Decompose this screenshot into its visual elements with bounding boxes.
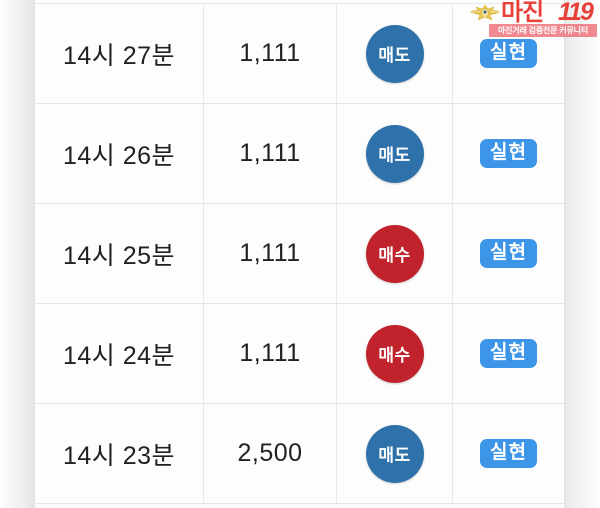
cell-amount: 2,500 bbox=[204, 404, 337, 503]
status-badge: 실현 bbox=[480, 338, 537, 369]
cell-side: 매도 bbox=[337, 404, 453, 503]
cell-time: 14시 27분 bbox=[35, 4, 204, 103]
amount-value: 1,111 bbox=[239, 339, 301, 367]
time-value: 14시 23분 bbox=[62, 441, 176, 470]
status-badge: 실현 bbox=[480, 438, 537, 469]
time-value: 14시 27분 bbox=[62, 41, 176, 70]
status-badge: 실현 bbox=[480, 238, 537, 269]
cell-status: 실현 bbox=[453, 104, 564, 203]
cell-status: 실현 bbox=[453, 4, 564, 103]
time-value: 14시 24분 bbox=[62, 341, 176, 370]
status-badge: 실현 bbox=[480, 138, 537, 169]
table-row[interactable]: 14시 26분 1,111 매도 실현 bbox=[35, 104, 564, 204]
side-badge-sell: 매도 bbox=[365, 24, 424, 83]
cell-amount: 1,111 bbox=[204, 204, 337, 303]
amount-value: 1,111 bbox=[239, 39, 301, 67]
cell-amount: 1,111 bbox=[204, 104, 337, 203]
cell-status: 실현 bbox=[453, 204, 564, 303]
cell-status: 실현 bbox=[453, 404, 564, 503]
table-row-partial-top bbox=[35, 0, 564, 4]
time-value: 14시 25분 bbox=[62, 241, 176, 270]
side-badge-buy: 매수 bbox=[365, 324, 424, 383]
amount-value: 1,111 bbox=[239, 139, 301, 167]
cell-side: 매수 bbox=[337, 204, 453, 303]
side-badge-sell: 매도 bbox=[365, 124, 424, 183]
table-row[interactable]: 14시 24분 1,111 매수 실현 bbox=[35, 304, 564, 404]
cell-side: 매도 bbox=[337, 4, 453, 103]
cell-status: 실현 bbox=[453, 304, 564, 403]
cell-amount: 1,111 bbox=[204, 304, 337, 403]
cell-time: 14시 23분 bbox=[35, 404, 204, 503]
trade-history-table: 14시 27분 1,111 매도 실현 14시 26분 1,111 매도 bbox=[34, 0, 565, 508]
time-value: 14시 26분 bbox=[62, 141, 176, 170]
amount-value: 2,500 bbox=[237, 439, 303, 467]
cell-time: 14시 25분 bbox=[35, 204, 204, 303]
side-badge-buy: 매수 bbox=[365, 224, 424, 283]
page-gutter-right bbox=[565, 0, 600, 508]
table-row[interactable]: 14시 27분 1,111 매도 실현 bbox=[35, 4, 564, 104]
cell-time: 14시 24분 bbox=[35, 304, 204, 403]
cell-time: 14시 26분 bbox=[35, 104, 204, 203]
page-gutter-left bbox=[0, 0, 34, 508]
cell-side: 매수 bbox=[337, 304, 453, 403]
table-row[interactable]: 14시 25분 1,111 매수 실현 bbox=[35, 204, 564, 304]
status-badge: 실현 bbox=[480, 38, 537, 69]
cell-amount: 1,111 bbox=[204, 4, 337, 103]
cell-side: 매도 bbox=[337, 104, 453, 203]
amount-value: 1,111 bbox=[239, 239, 301, 267]
table-row[interactable]: 14시 23분 2,500 매도 실현 bbox=[35, 404, 564, 504]
side-badge-sell: 매도 bbox=[365, 424, 424, 483]
